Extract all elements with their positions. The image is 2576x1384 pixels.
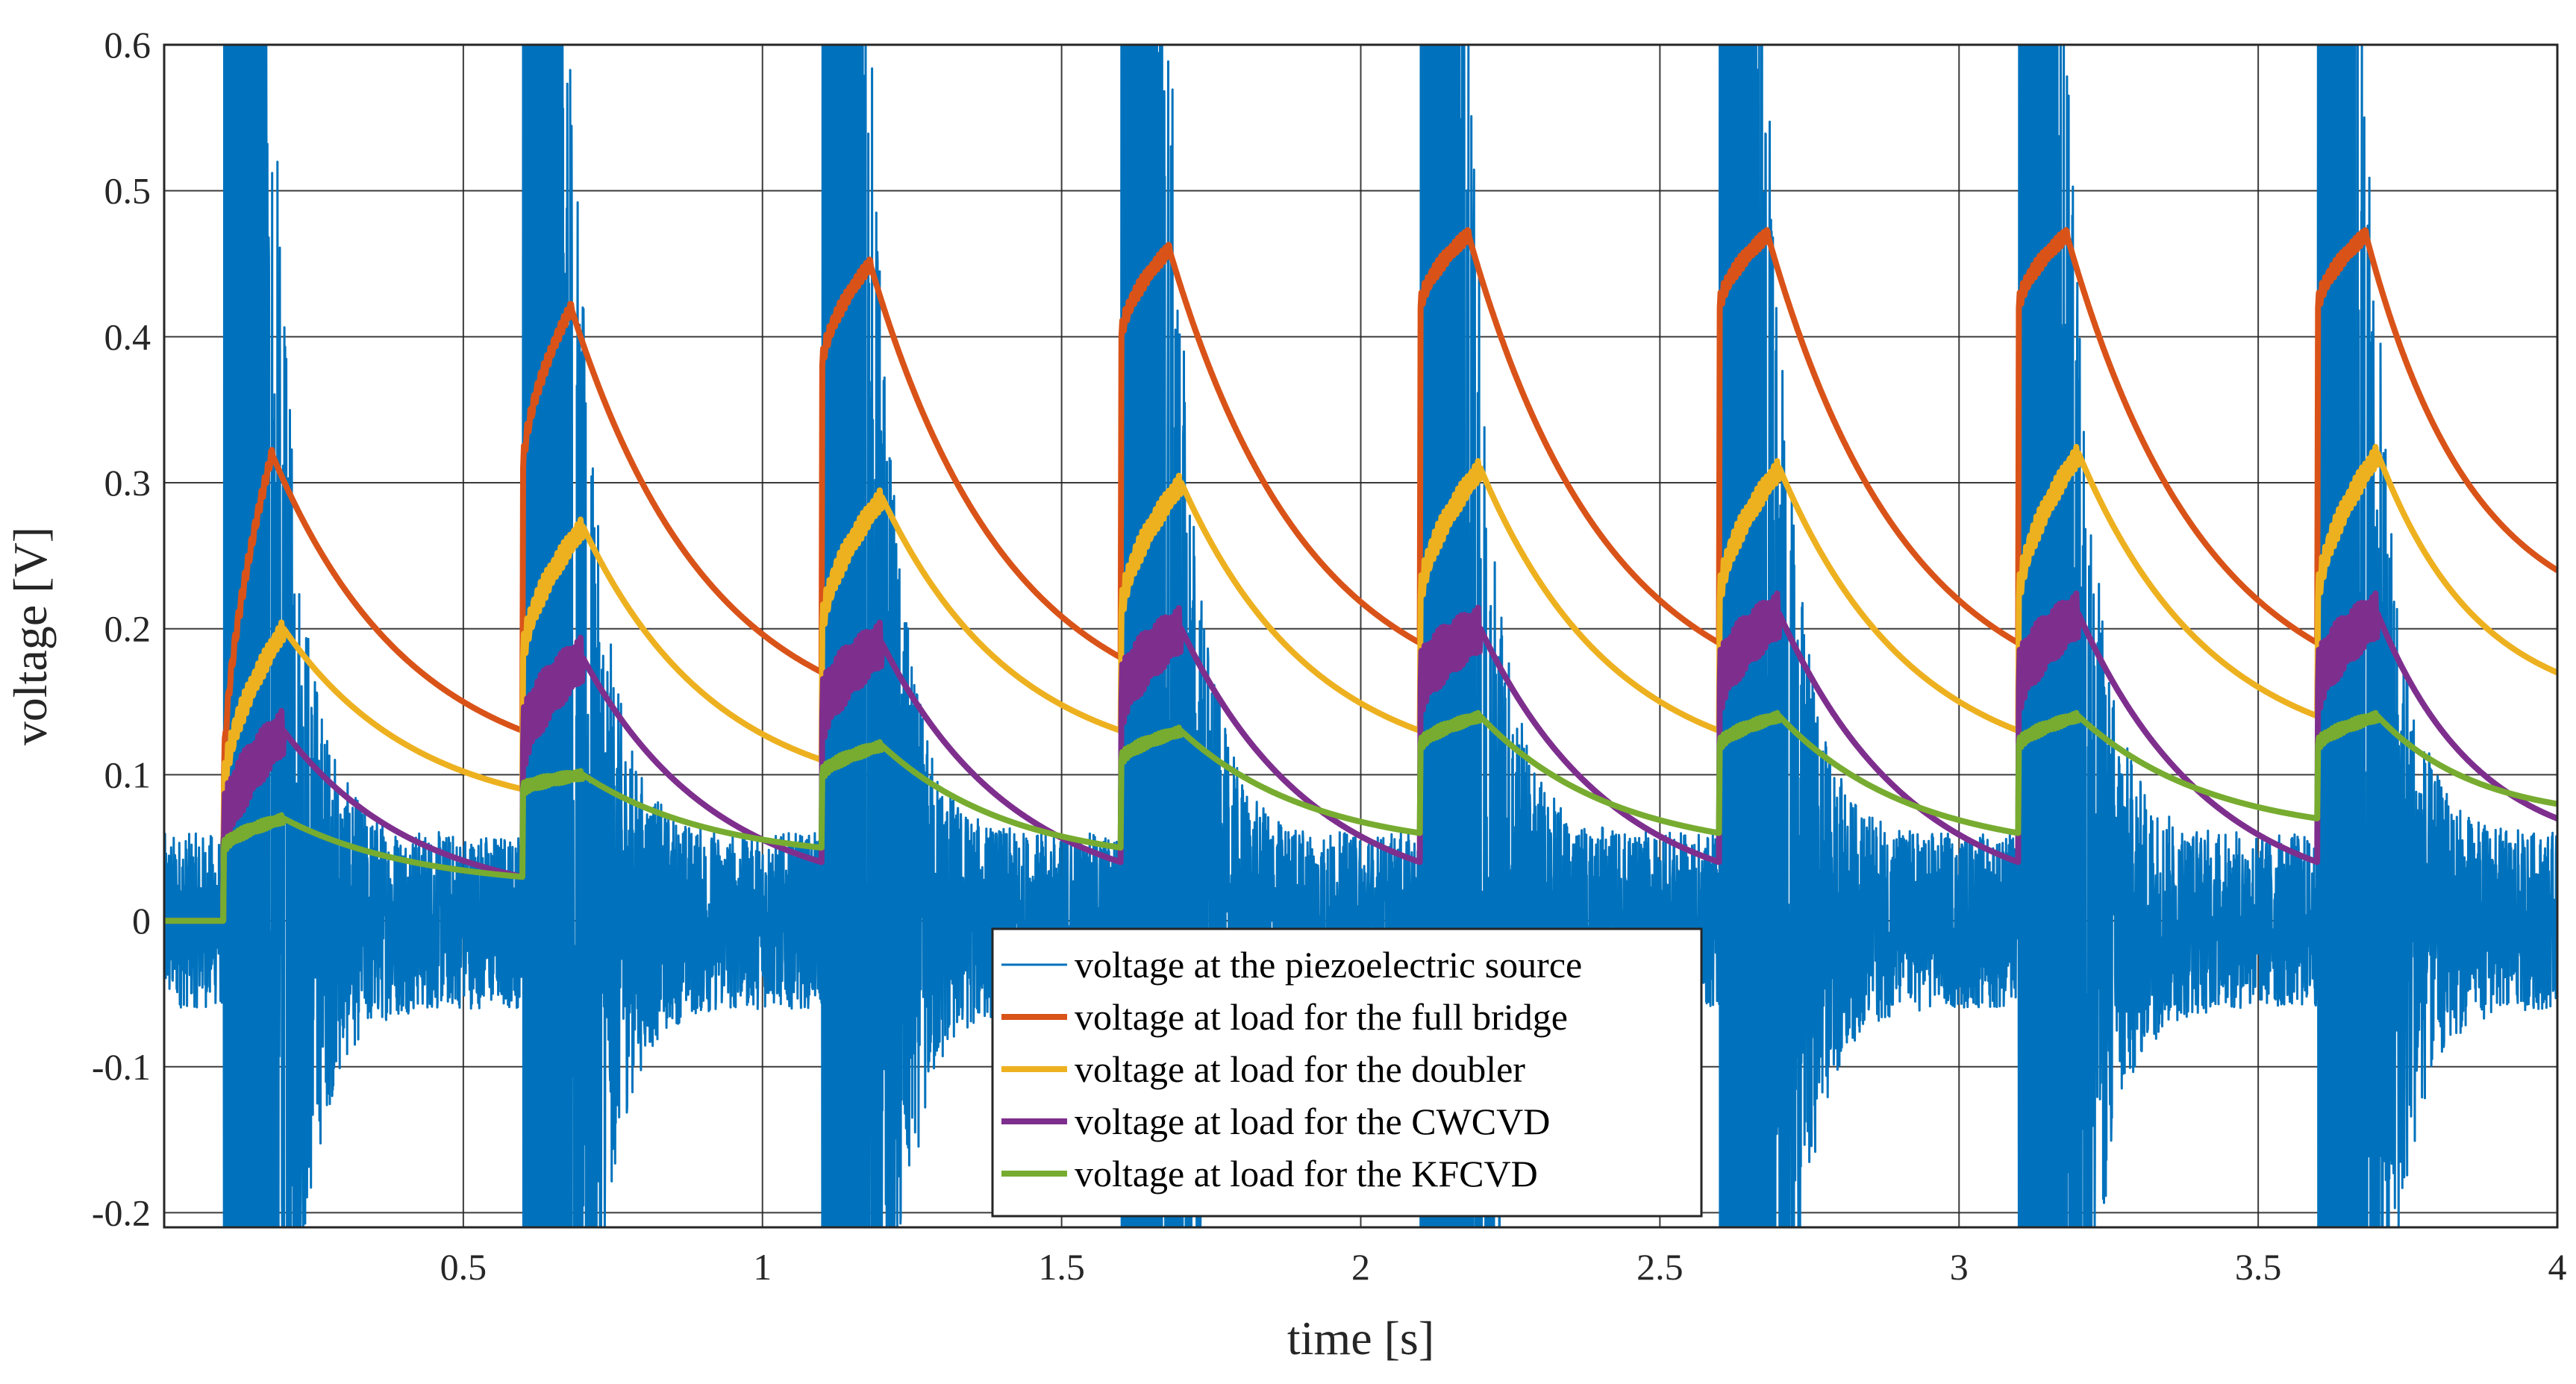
- tick-labels: 0.5 1 1.5 2 2.5 3 3.5 4 -0.2 -0.1 0 0.1 0.2 0.3 0.4 0.5…: [92, 24, 2567, 1288]
- x-tick-label: 3: [1950, 1246, 1969, 1288]
- y-tick-label: 0.2: [104, 608, 151, 650]
- y-tick-label: 0.3: [104, 462, 151, 504]
- legend-box: [991, 927, 1703, 1218]
- y-axis-label: voltage [V]: [4, 527, 57, 745]
- x-tick-label: 0.5: [440, 1246, 487, 1288]
- legend-entry-3: voltage at load for the CWCVD: [1075, 1100, 1550, 1142]
- legend-entry-0: voltage at the piezoelectric source: [1075, 944, 1582, 986]
- series-line-2: [162, 444, 2560, 924]
- legend-entry-1: voltage at load for the full bridge: [1075, 996, 1568, 1038]
- y-tick-label: 0.4: [104, 316, 151, 357]
- legend-entry-2: voltage at load for the doubler: [1075, 1048, 1525, 1090]
- legend-entry-4: voltage at load for the KFCVD: [1075, 1153, 1538, 1194]
- series-line-3: [162, 590, 2560, 924]
- y-tick-label: 0.5: [104, 170, 151, 212]
- y-tick-label: 0.6: [104, 24, 151, 66]
- series-line-4: [162, 710, 2560, 924]
- x-tick-label: 2: [1351, 1246, 1370, 1288]
- y-tick-label: 0: [132, 900, 151, 942]
- x-tick-label: 1.5: [1038, 1246, 1085, 1288]
- x-tick-label: 3.5: [2235, 1246, 2282, 1288]
- y-tick-label: -0.2: [92, 1192, 151, 1233]
- series-layer: [162, 43, 2560, 1229]
- y-tick-label: 0.1: [104, 754, 151, 795]
- x-tick-label: 1: [753, 1246, 772, 1288]
- x-axis-label: time [s]: [1287, 1312, 1434, 1365]
- x-tick-label: 4: [2548, 1246, 2567, 1288]
- x-tick-label: 2.5: [1636, 1246, 1684, 1288]
- plot-frame: [163, 43, 2559, 1229]
- legend: voltage at the piezoelectric source volta…: [991, 927, 1703, 1218]
- y-tick-label: -0.1: [92, 1046, 151, 1088]
- series-line-1: [162, 227, 2560, 924]
